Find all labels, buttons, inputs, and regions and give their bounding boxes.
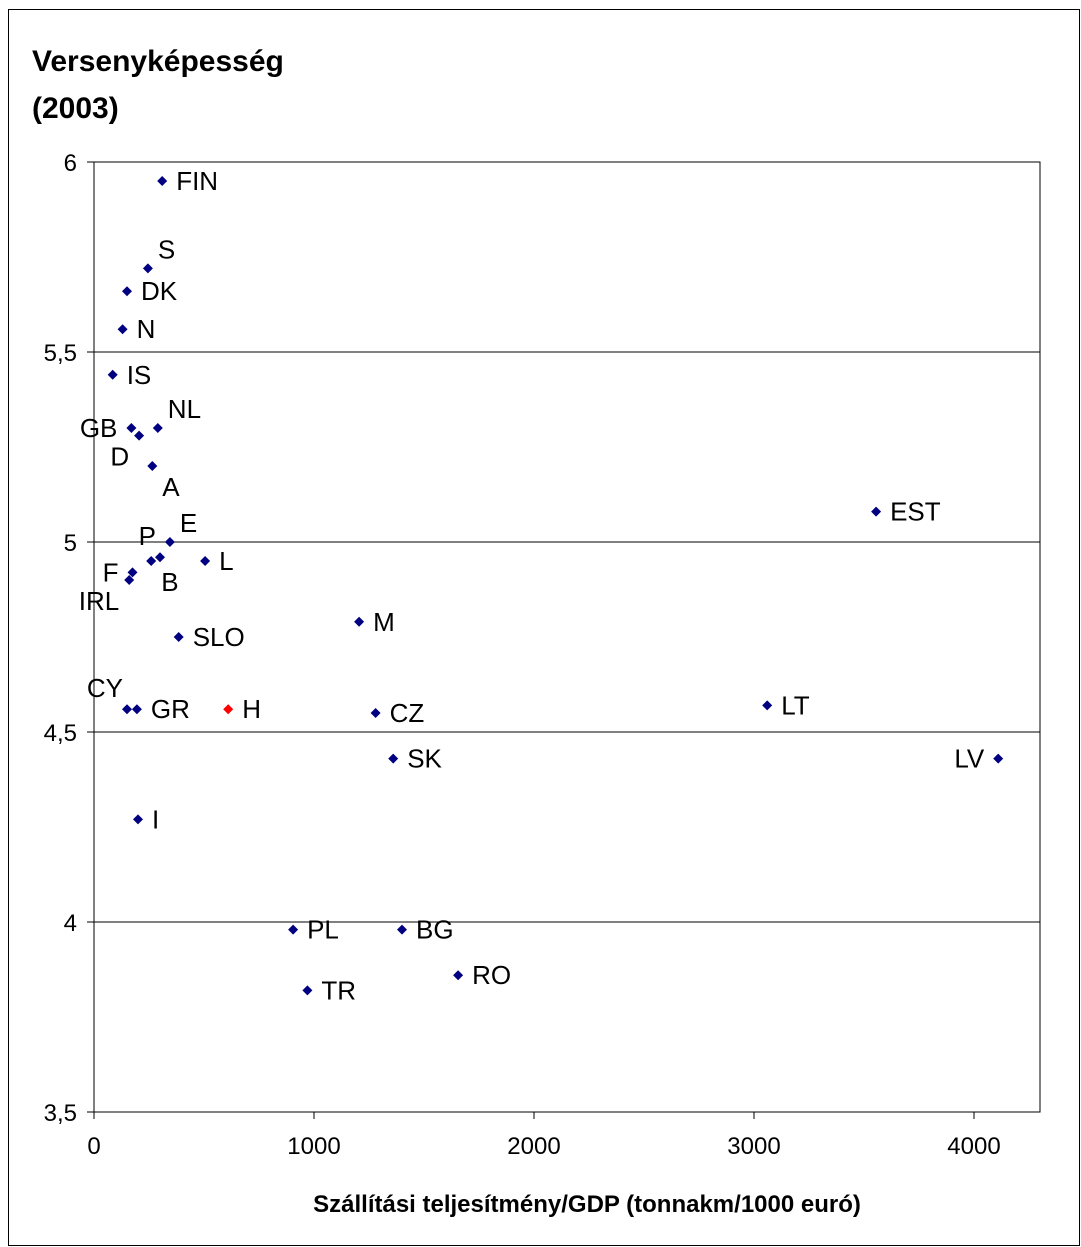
- point-marker-d: [134, 430, 145, 441]
- point-label-dk: DK: [141, 276, 178, 306]
- point-label-nl: NL: [168, 394, 201, 424]
- axis-ticks: 3,5 4 4,5 5 5,5 6 0 1000 2000 3000 4000: [44, 150, 1001, 1160]
- point-label-gb: GB: [80, 413, 118, 443]
- point-label-l: L: [219, 546, 233, 576]
- gridlines: [94, 161, 1040, 923]
- point-label-est: EST: [890, 497, 941, 527]
- point-marker-tr: [302, 985, 313, 996]
- point-label-irl: IRL: [79, 586, 119, 616]
- point-label-gr: GR: [151, 694, 190, 724]
- point-label-d: D: [110, 442, 129, 472]
- point-marker-s: [142, 263, 153, 274]
- point-label-h: H: [242, 694, 261, 724]
- point-marker-f: [127, 567, 138, 578]
- point-marker-pl: [288, 924, 299, 935]
- point-marker-a: [147, 461, 158, 471]
- plot-area: [93, 161, 1041, 1113]
- point-marker-bg: [397, 924, 407, 935]
- point-label-bg: BG: [416, 915, 454, 945]
- point-label-pl: PL: [307, 915, 339, 945]
- point-label-cz: CZ: [390, 698, 425, 728]
- point-label-slo: SLO: [193, 622, 245, 652]
- point-label-lt: LT: [781, 690, 810, 720]
- point-label-m: M: [373, 607, 395, 637]
- y-tick-label: 6: [64, 150, 77, 177]
- point-label-a: A: [162, 472, 180, 502]
- point-marker-cy: [122, 704, 132, 715]
- point-marker-m: [354, 616, 365, 627]
- point-label-f: F: [103, 557, 119, 587]
- x-tick-label: 0: [87, 1133, 100, 1160]
- point-marker-e: [164, 537, 175, 547]
- point-label-lv: LV: [954, 744, 985, 774]
- x-tick-label: 4000: [947, 1133, 1000, 1160]
- point-label-fin: FIN: [176, 166, 218, 196]
- y-tick-label: 3,5: [44, 1100, 77, 1127]
- point-marker-gb: [126, 423, 137, 433]
- point-marker-slo: [173, 632, 184, 642]
- point-marker-p: [155, 552, 165, 563]
- chart-title-line-2: (2003): [32, 92, 119, 125]
- point-marker-ro: [453, 970, 464, 981]
- point-marker-irl: [124, 575, 135, 585]
- point-marker-fin: [157, 176, 168, 186]
- point-marker-is: [107, 369, 118, 380]
- point-marker-dk: [122, 286, 132, 297]
- chart-title-line-1: Versenyképesség: [32, 45, 284, 78]
- point-label-p: P: [139, 521, 156, 551]
- point-marker-i: [133, 814, 143, 825]
- point-marker-lv: [993, 753, 1004, 764]
- point-marker-gr: [131, 704, 142, 715]
- point-marker-nl: [152, 423, 163, 433]
- point-marker-lt: [762, 700, 773, 711]
- point-label-n: N: [137, 314, 156, 344]
- point-marker-b: [146, 556, 157, 566]
- point-marker-est: [871, 506, 882, 517]
- point-marker-n: [117, 324, 128, 335]
- chart-frame: [8, 9, 1080, 1246]
- chart-title: Versenyképesség (2003): [32, 38, 284, 132]
- point-label-e: E: [180, 508, 197, 538]
- point-label-tr: TR: [321, 975, 356, 1005]
- point-marker-cz: [370, 708, 381, 718]
- x-tick-label: 3000: [727, 1133, 780, 1160]
- x-axis-label: Szállítási teljesítmény/GDP (tonnakm/100…: [313, 1191, 861, 1218]
- x-tick-label: 1000: [287, 1133, 340, 1160]
- y-tick-label: 4,5: [44, 720, 77, 747]
- point-marker-sk: [388, 753, 399, 764]
- point-label-is: IS: [127, 360, 152, 390]
- point-label-cy: CY: [87, 673, 123, 703]
- point-label-i: I: [152, 804, 159, 834]
- point-marker-h: [223, 704, 234, 715]
- y-tick-label: 5: [64, 530, 77, 557]
- y-tick-label: 5,5: [44, 340, 77, 367]
- y-tick-label: 4: [64, 910, 77, 937]
- point-label-ro: RO: [472, 960, 511, 990]
- point-label-s: S: [158, 234, 175, 264]
- point-marker-l: [200, 556, 211, 566]
- point-label-sk: SK: [407, 744, 442, 774]
- point-label-b: B: [161, 567, 178, 597]
- x-tick-label: 2000: [507, 1133, 560, 1160]
